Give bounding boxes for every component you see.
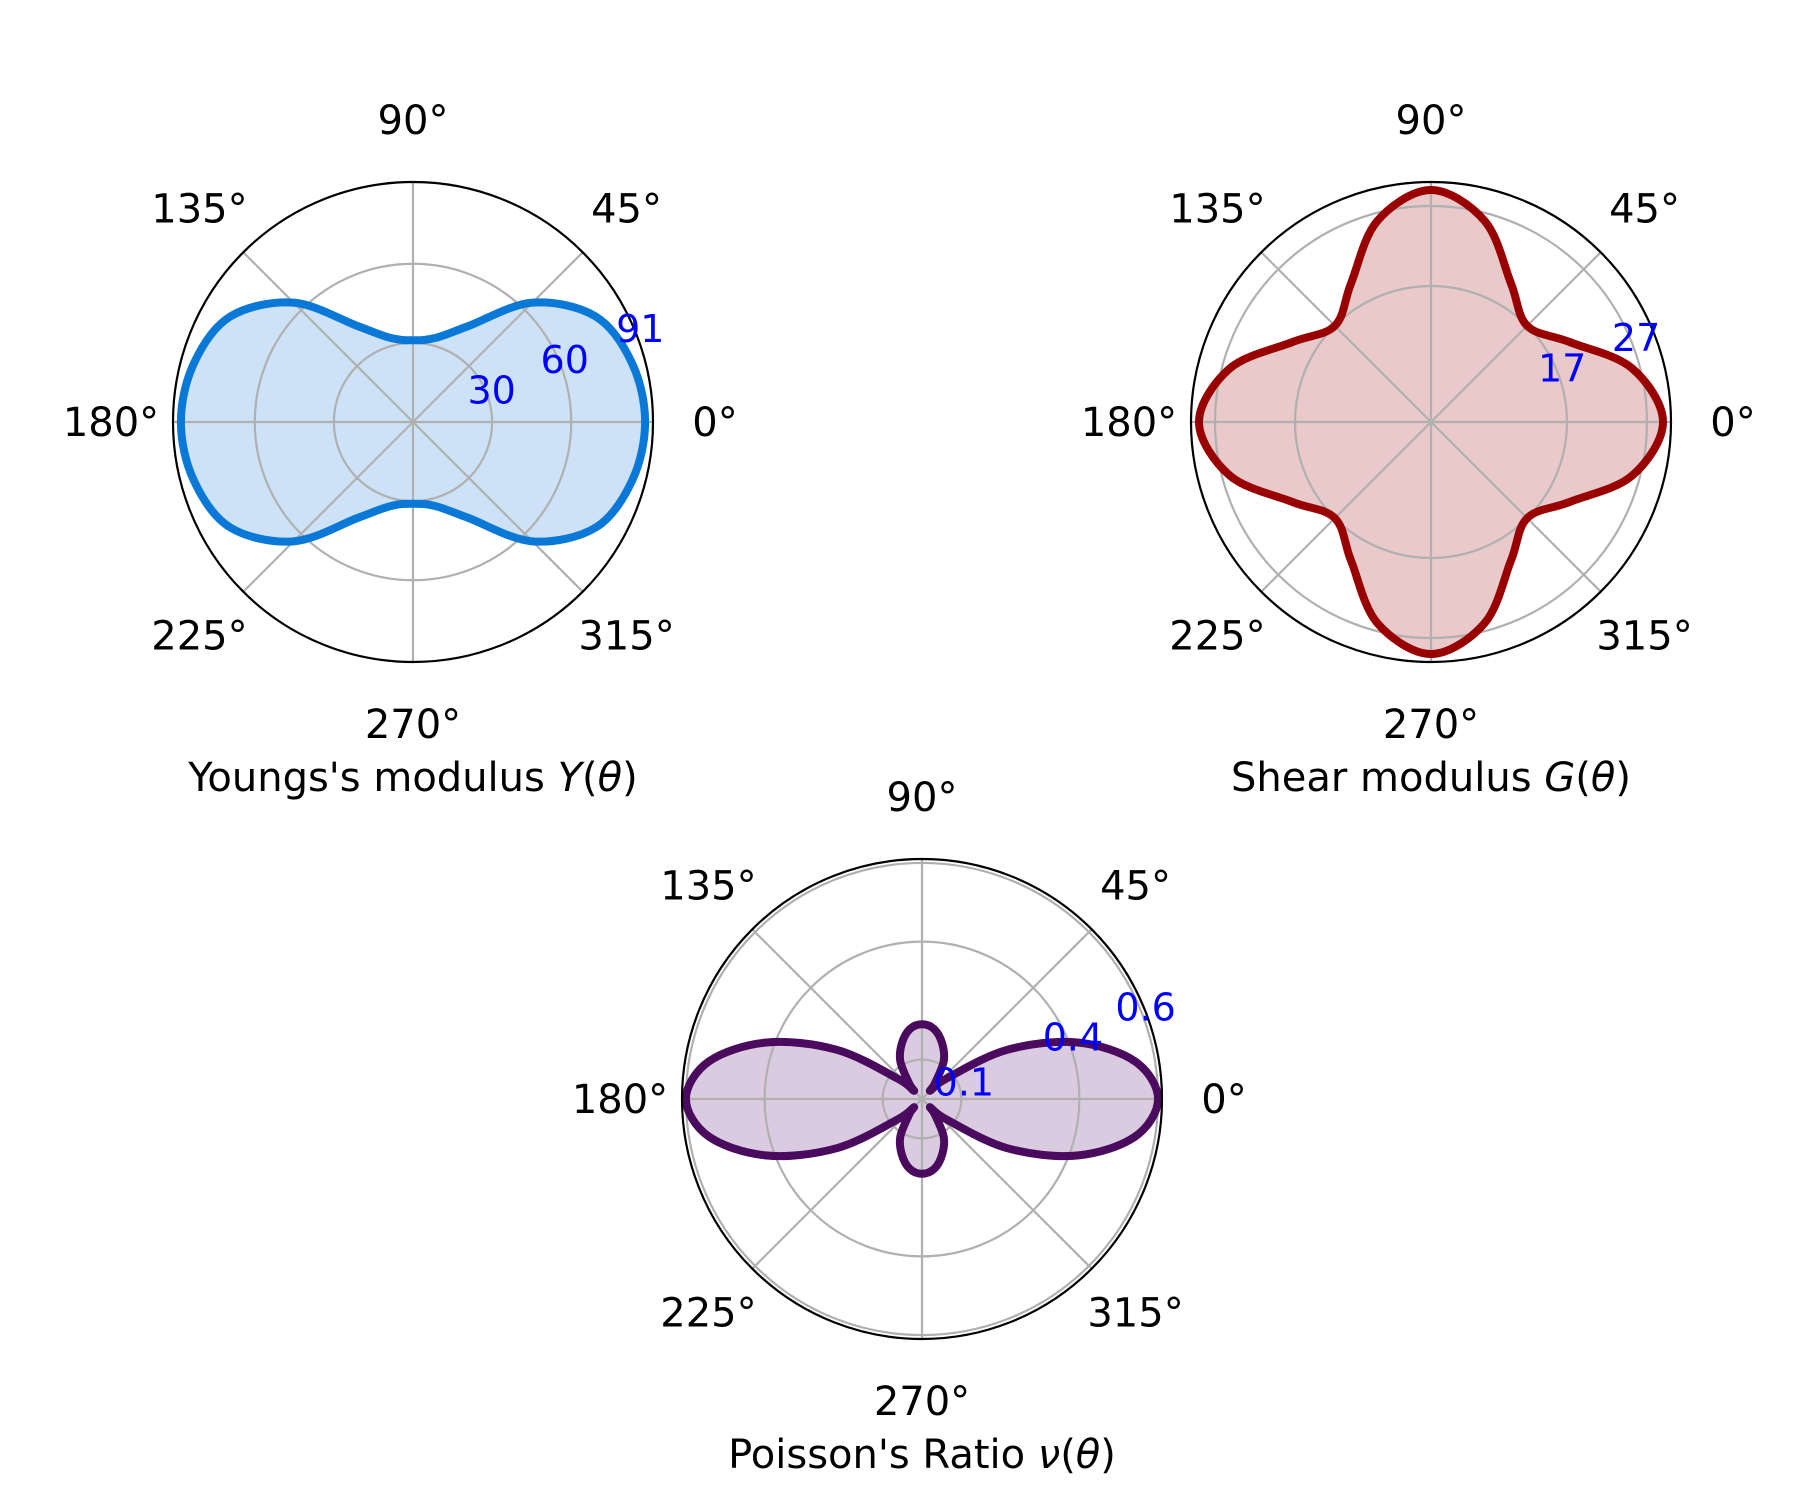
- theta-tick-label: 135°: [1169, 186, 1265, 232]
- theta-tick-label: 45°: [1609, 186, 1680, 232]
- shear-modulus-chart: 0° 45° 90° 135° 180° 225° 270° 315° 17 27 Shear mo…: [1081, 98, 1756, 801]
- xlabel-part: Youngs's modulus: [187, 755, 557, 801]
- theta-tick-label: 315°: [578, 614, 674, 660]
- xlabel-part: θ: [598, 755, 622, 801]
- xlabel-part: Shear modulus: [1231, 755, 1544, 801]
- xlabel-part: ): [1615, 755, 1631, 801]
- theta-tick-label: 90°: [887, 775, 958, 821]
- radial-tick-label: 30: [467, 368, 515, 412]
- xlabel-part: ): [1100, 1432, 1116, 1478]
- series-line: [1195, 186, 1667, 658]
- xlabel-part: G: [1544, 755, 1575, 801]
- xlabel-part: (: [582, 755, 598, 801]
- xlabel-part: (: [1575, 755, 1591, 801]
- angular-grid-line: [242, 421, 414, 593]
- radial-tick-label: 27: [1612, 316, 1660, 360]
- theta-tick-label: 45°: [591, 186, 662, 232]
- theta-tick-label: 270°: [365, 702, 461, 748]
- series-line: [176, 298, 650, 546]
- theta-tick-label: 225°: [1169, 614, 1265, 660]
- radial-tick-label: 60: [541, 338, 589, 382]
- theta-tick-label: 225°: [151, 614, 247, 660]
- axis-xlabel: Youngs's modulus Y(θ): [187, 755, 637, 801]
- theta-tick-label: 0°: [1710, 400, 1755, 446]
- xlabel-part: θ: [1076, 1432, 1100, 1478]
- angular-grid-line: [1430, 251, 1602, 423]
- axis-xlabel: Shear modulus G(θ): [1231, 755, 1631, 801]
- radial-tick-label: 17: [1538, 347, 1586, 391]
- xlabel-part: Y: [558, 755, 586, 801]
- radial-tick-label: 0.6: [1115, 985, 1175, 1029]
- angular-grid-line: [1430, 421, 1602, 593]
- theta-tick-label: 45°: [1100, 863, 1171, 909]
- angular-grid-line: [921, 928, 1093, 1100]
- radial-tick-label: 91: [616, 307, 664, 351]
- axis-xlabel: Poisson's Ratio ν(θ): [728, 1432, 1116, 1478]
- xlabel-part: ): [622, 755, 638, 801]
- angular-grid-line: [921, 1098, 1093, 1270]
- xlabel-part: ν: [1038, 1432, 1060, 1478]
- theta-tick-label: 180°: [1081, 400, 1177, 446]
- angular-grid-line: [1260, 421, 1432, 593]
- polar-spine: [680, 857, 1164, 1341]
- xlabel-part: θ: [1591, 755, 1615, 801]
- poissons-ratio-chart: 0° 45° 90° 135° 180° 225° 270° 315° 0.1 0.4 0.6 Poi…: [572, 775, 1247, 1478]
- radial-tick-label: 0.1: [934, 1061, 994, 1105]
- polar-spine: [1189, 180, 1673, 664]
- theta-tick-label: 90°: [378, 98, 449, 144]
- polar-spine: [171, 180, 655, 664]
- theta-tick-label: 0°: [692, 400, 737, 446]
- theta-tick-label: 180°: [572, 1077, 668, 1123]
- theta-tick-label: 315°: [1596, 614, 1692, 660]
- angular-grid-line: [1260, 251, 1432, 423]
- theta-tick-label: 225°: [660, 1291, 756, 1337]
- theta-tick-label: 315°: [1087, 1291, 1183, 1337]
- theta-tick-label: 135°: [660, 863, 756, 909]
- theta-tick-label: 0°: [1201, 1077, 1246, 1123]
- angular-grid-line: [242, 251, 414, 423]
- angular-grid-line: [412, 251, 584, 423]
- xlabel-part: Poisson's Ratio: [728, 1432, 1038, 1478]
- xlabel-part: (: [1060, 1432, 1076, 1478]
- angular-grid-line: [412, 421, 584, 593]
- theta-tick-label: 135°: [151, 186, 247, 232]
- angular-grid-line: [751, 928, 923, 1100]
- angular-grid-line: [751, 1098, 923, 1270]
- youngs-modulus-chart: 0° 45° 90° 135° 180° 225° 270° 315° 30 60 91 Youngs…: [63, 98, 738, 801]
- radial-tick-label: 0.4: [1043, 1015, 1103, 1059]
- theta-tick-label: 180°: [63, 400, 159, 446]
- theta-tick-label: 270°: [874, 1379, 970, 1425]
- series-line: [681, 1020, 1163, 1178]
- theta-tick-label: 270°: [1383, 702, 1479, 748]
- theta-tick-label: 90°: [1396, 98, 1467, 144]
